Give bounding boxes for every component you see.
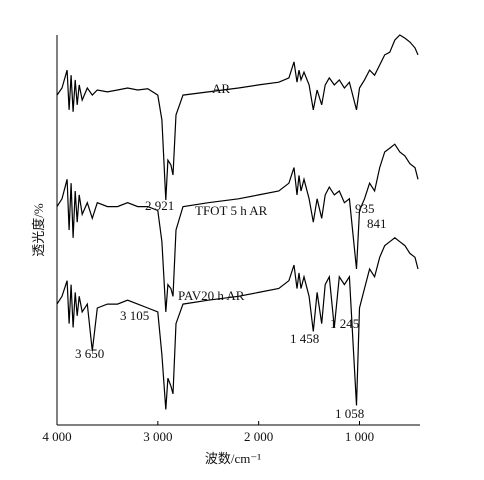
peak-label: 1 245 xyxy=(330,316,359,331)
series-label: TFOT 5 h AR xyxy=(195,203,268,218)
peak-label: 3 650 xyxy=(75,346,104,361)
x-tick-label: 2 000 xyxy=(244,429,273,444)
peak-label: 3 105 xyxy=(120,308,149,323)
x-axis-label: 波数/cm⁻¹ xyxy=(205,451,261,466)
peak-label: 841 xyxy=(367,216,387,231)
peak-label: 935 xyxy=(355,201,375,216)
spectrum-line xyxy=(56,143,419,312)
spectrum-line xyxy=(56,237,419,410)
peak-label: 1 058 xyxy=(335,406,364,421)
spectrum-line xyxy=(56,34,419,201)
peak-label: 1 458 xyxy=(290,331,319,346)
x-tick-label: 1 000 xyxy=(345,429,374,444)
series-label: PAV20 h AR xyxy=(178,288,245,303)
x-tick-label: 3 000 xyxy=(143,429,172,444)
series-label: AR xyxy=(212,81,230,96)
y-axis-label: 透光度/% xyxy=(31,203,46,257)
peak-label: 2 921 xyxy=(145,198,174,213)
x-tick-label: 4 000 xyxy=(42,429,71,444)
